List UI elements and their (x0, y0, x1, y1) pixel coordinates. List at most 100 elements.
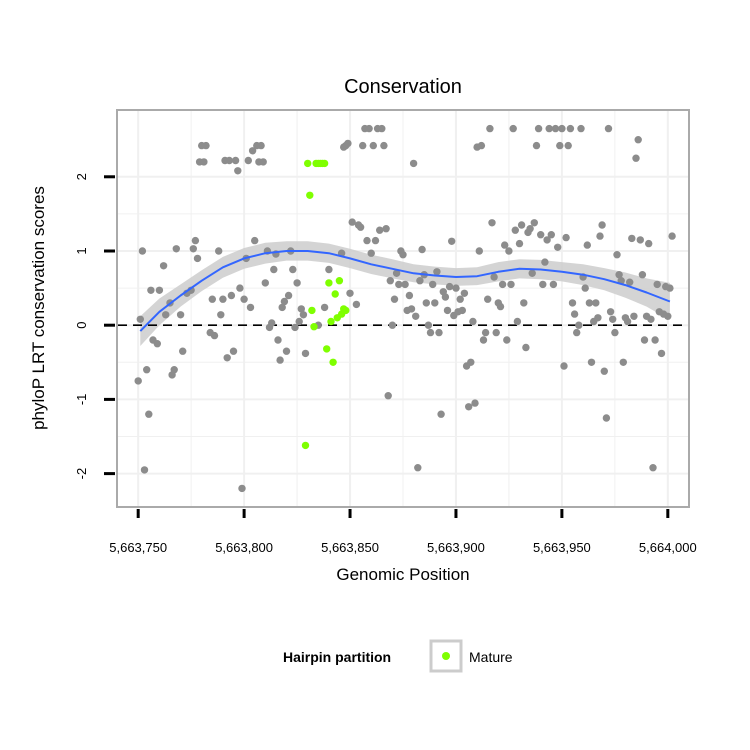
point-other (356, 223, 365, 231)
point-mature (304, 159, 312, 168)
point-other (441, 293, 450, 301)
point-mature (320, 159, 329, 168)
point-other (460, 289, 469, 297)
point-other (575, 321, 583, 329)
points-other-layer (134, 124, 676, 493)
point-other (505, 247, 513, 255)
point-other (289, 265, 297, 274)
point-other (484, 295, 492, 303)
smooth-line-layer (139, 250, 671, 332)
point-other (231, 156, 240, 165)
point-other (215, 247, 223, 255)
point-other (162, 311, 170, 319)
point-other (528, 269, 536, 277)
point-other (363, 236, 371, 245)
point-other (551, 124, 560, 133)
point-other (611, 328, 619, 337)
point-other (647, 315, 655, 323)
point-other (320, 303, 329, 312)
point-other (613, 251, 621, 259)
point-other (359, 141, 367, 150)
point-other (630, 312, 638, 320)
legend: Hairpin partition Mature (283, 639, 513, 673)
point-other (619, 358, 627, 366)
point-other (628, 234, 636, 243)
point-other (437, 410, 445, 418)
point-mature (301, 441, 310, 450)
point-mature (329, 358, 337, 366)
point-other (346, 289, 354, 297)
point-other (592, 299, 600, 307)
point-other (600, 367, 608, 375)
y-tick-label: -2 (74, 468, 89, 480)
point-other (369, 141, 377, 150)
point-other (376, 226, 384, 234)
point-other (443, 306, 452, 315)
point-other (244, 156, 252, 165)
point-other (566, 124, 575, 133)
point-other (560, 362, 568, 370)
point-other (573, 328, 581, 337)
point-other (515, 239, 524, 248)
point-other (386, 277, 394, 285)
point-other (556, 141, 564, 150)
chart-title: Conservation (344, 76, 462, 98)
point-other (492, 328, 500, 337)
point-other (458, 306, 466, 315)
point-other (657, 349, 666, 358)
point-other (486, 124, 494, 133)
point-other (189, 245, 197, 253)
point-other (229, 347, 238, 355)
point-other (549, 280, 558, 289)
point-mature (308, 306, 316, 315)
y-axis: -2 -1 0 1 2 (74, 173, 115, 479)
point-other (602, 414, 611, 422)
point-other (467, 358, 475, 366)
point-other (666, 284, 674, 292)
point-other (490, 273, 498, 281)
point-other (384, 392, 392, 400)
point-other (390, 295, 399, 303)
point-other (598, 221, 606, 229)
point-other (418, 245, 426, 254)
point-other (577, 124, 585, 133)
point-other (626, 278, 634, 286)
point-mature (342, 306, 350, 315)
point-other (558, 124, 566, 133)
point-other (155, 286, 164, 294)
point-other (668, 232, 676, 240)
point-other (295, 317, 303, 326)
point-other (481, 328, 490, 337)
point-other (145, 410, 153, 418)
point-other (422, 299, 430, 307)
point-other (475, 247, 483, 255)
point-other (234, 167, 242, 175)
point-other (352, 300, 361, 309)
point-other (297, 305, 305, 313)
points-mature-layer (301, 159, 350, 450)
point-other (581, 284, 589, 292)
point-other (202, 141, 210, 150)
point-other (522, 343, 530, 352)
y-axis-title: phyloP LRT conservation scores (29, 186, 48, 430)
point-other (407, 305, 416, 313)
point-other (653, 280, 661, 289)
point-other (509, 124, 517, 133)
point-other (445, 282, 454, 291)
point-other (382, 225, 390, 233)
point-other (170, 366, 178, 374)
point-other (435, 328, 443, 337)
point-other (570, 310, 579, 318)
point-other (545, 124, 553, 133)
point-other (615, 271, 623, 279)
point-other (632, 154, 640, 162)
point-other (136, 315, 144, 323)
point-other (507, 280, 515, 289)
point-other (251, 236, 259, 245)
point-other (664, 312, 672, 320)
point-mature (306, 191, 314, 199)
point-other (636, 236, 644, 244)
point-other (452, 284, 460, 292)
point-other (278, 303, 286, 312)
point-other (424, 321, 433, 329)
